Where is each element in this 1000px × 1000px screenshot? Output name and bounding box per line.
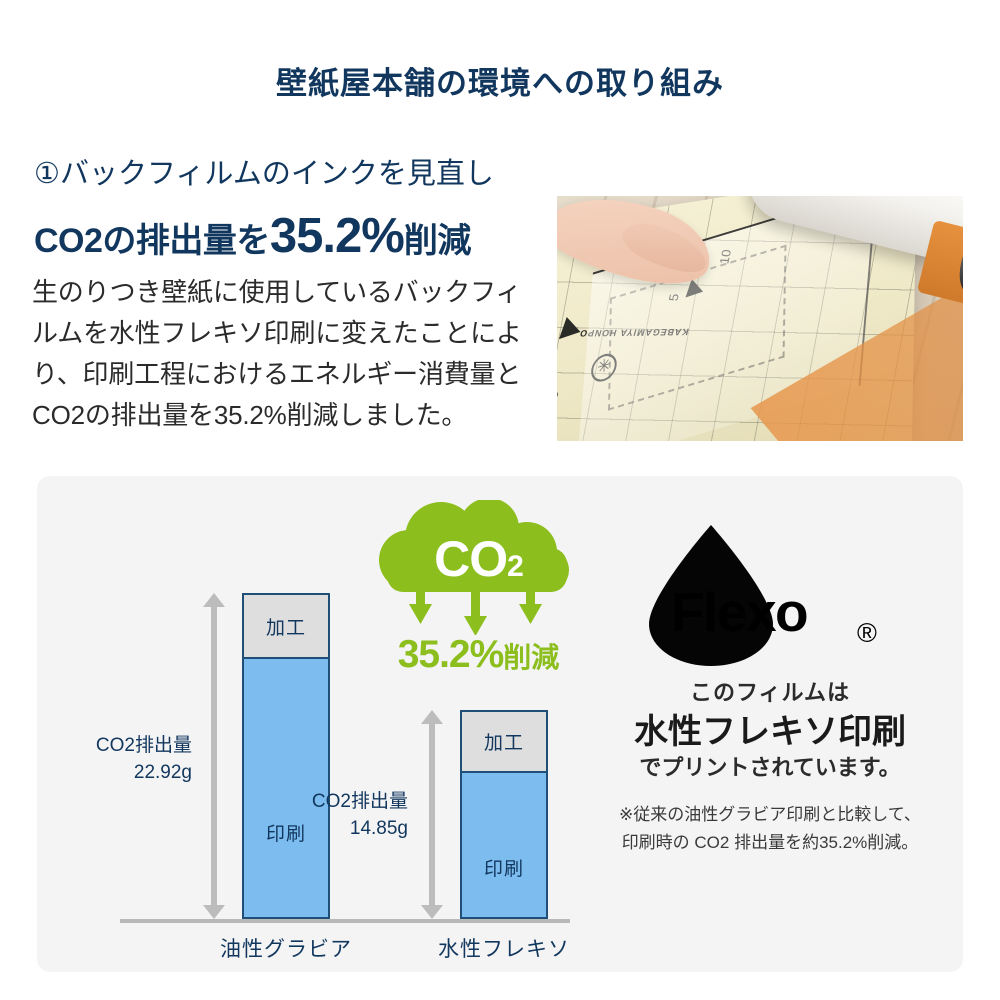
co2-reduction-badge: CO2 35.2%削減 bbox=[371, 500, 586, 685]
bar-segment-label-printing: 印刷 bbox=[483, 858, 524, 880]
arrow-head-up-icon bbox=[421, 710, 443, 724]
intro-headline: CO2の排出量を 35.2% 削減 bbox=[34, 208, 471, 264]
bar-segment-printing: 印刷 bbox=[244, 659, 328, 917]
co2-label-sub: 2 bbox=[507, 550, 524, 583]
co2-cloud-label: CO2 bbox=[371, 530, 586, 588]
intro-lead-line: ①バックフィルムのインクを見直し bbox=[34, 158, 494, 190]
bar-segment-printing: 印刷 bbox=[462, 773, 546, 917]
arrow-shaft bbox=[429, 723, 435, 906]
headline-suffix: 削減 bbox=[403, 222, 472, 260]
flexo-footnote-line-1: ※従来の油性グラビア印刷と比較して、 bbox=[619, 805, 921, 824]
arrow-shaft bbox=[211, 606, 217, 906]
flexo-footnote: ※従来の油性グラビア印刷と比較して、 印刷時の CO2 排出量を約35.2%削減… bbox=[605, 801, 935, 857]
wallpaper-film-photo: KABEGAMIYA HONPO 0 5 10 15 bbox=[557, 196, 963, 441]
bar-segment-label-processing: 加工 bbox=[483, 733, 524, 754]
co2-cloud-icon bbox=[379, 500, 569, 635]
registered-trademark-icon: ® bbox=[857, 618, 877, 648]
arrow-head-down-icon bbox=[421, 905, 443, 919]
co2-reduction-text: 35.2%削減 bbox=[371, 633, 586, 677]
value-label-title: CO2排出量 bbox=[311, 791, 408, 812]
flexo-logo: Flexo ® bbox=[605, 523, 935, 668]
flexo-info-block: Flexo ® このフィルムは 水性フレキソ印刷 でプリントされています。 ※従… bbox=[605, 523, 935, 863]
chart-baseline-axis bbox=[120, 919, 570, 923]
value-label-oil-gravure: CO2排出量 22.92g bbox=[7, 732, 192, 786]
category-label-water-flexo: 水性フレキソ bbox=[438, 938, 570, 961]
value-label-title: CO2排出量 bbox=[95, 735, 192, 756]
co2-bar-chart: 加工 印刷 加工 印刷 CO2排出量 22.92g CO2排出量 14.85g bbox=[95, 560, 595, 970]
flexo-caption-line-2: 水性フレキソ印刷 bbox=[634, 713, 906, 751]
arrow-head-down-icon bbox=[203, 905, 225, 919]
flexo-caption-line-3: でプリントされています。 bbox=[639, 755, 901, 780]
bar-segment-label-printing: 印刷 bbox=[265, 823, 306, 845]
measure-arrow-oil-gravure bbox=[203, 593, 225, 919]
co2-reduction-word: 削減 bbox=[503, 642, 560, 673]
bar-segment-processing: 加工 bbox=[244, 595, 328, 659]
measure-arrow-water-flexo bbox=[421, 710, 443, 919]
bar-oil-gravure: 加工 印刷 bbox=[242, 593, 330, 919]
co2-reduction-value: 35.2% bbox=[397, 633, 505, 676]
headline-value: 35.2% bbox=[269, 209, 405, 263]
value-label-water-flexo: CO2排出量 14.85g bbox=[223, 788, 408, 842]
flexo-footnote-line-2: 印刷時の CO2 排出量を約35.2%削減。 bbox=[621, 833, 919, 852]
value-label-amount: 14.85g bbox=[349, 818, 408, 839]
arrow-head-up-icon bbox=[203, 593, 225, 607]
photo-ruler-0: 0 bbox=[557, 389, 562, 401]
flexo-logo-word: Flexo bbox=[671, 581, 809, 643]
flexo-caption-line-1: このフィルムは bbox=[689, 680, 851, 705]
value-label-amount: 22.92g bbox=[133, 762, 192, 783]
intro-body-text: 生のりつき壁紙に使用しているバックフィルムを水性フレキソ印刷に変えたことにより、… bbox=[32, 277, 522, 430]
page-title: 壁紙屋本舗の環境への取り組み bbox=[276, 66, 724, 101]
bar-segment-label-processing: 加工 bbox=[265, 617, 306, 639]
headline-prefix: CO2の排出量を bbox=[34, 222, 270, 260]
co2-label-main: CO bbox=[434, 531, 508, 587]
ink-droplet-icon bbox=[649, 525, 773, 666]
bar-segment-processing: 加工 bbox=[462, 712, 546, 773]
category-label-oil-gravure: 油性グラビア bbox=[220, 938, 352, 961]
bar-water-flexo: 加工 印刷 bbox=[460, 710, 548, 919]
